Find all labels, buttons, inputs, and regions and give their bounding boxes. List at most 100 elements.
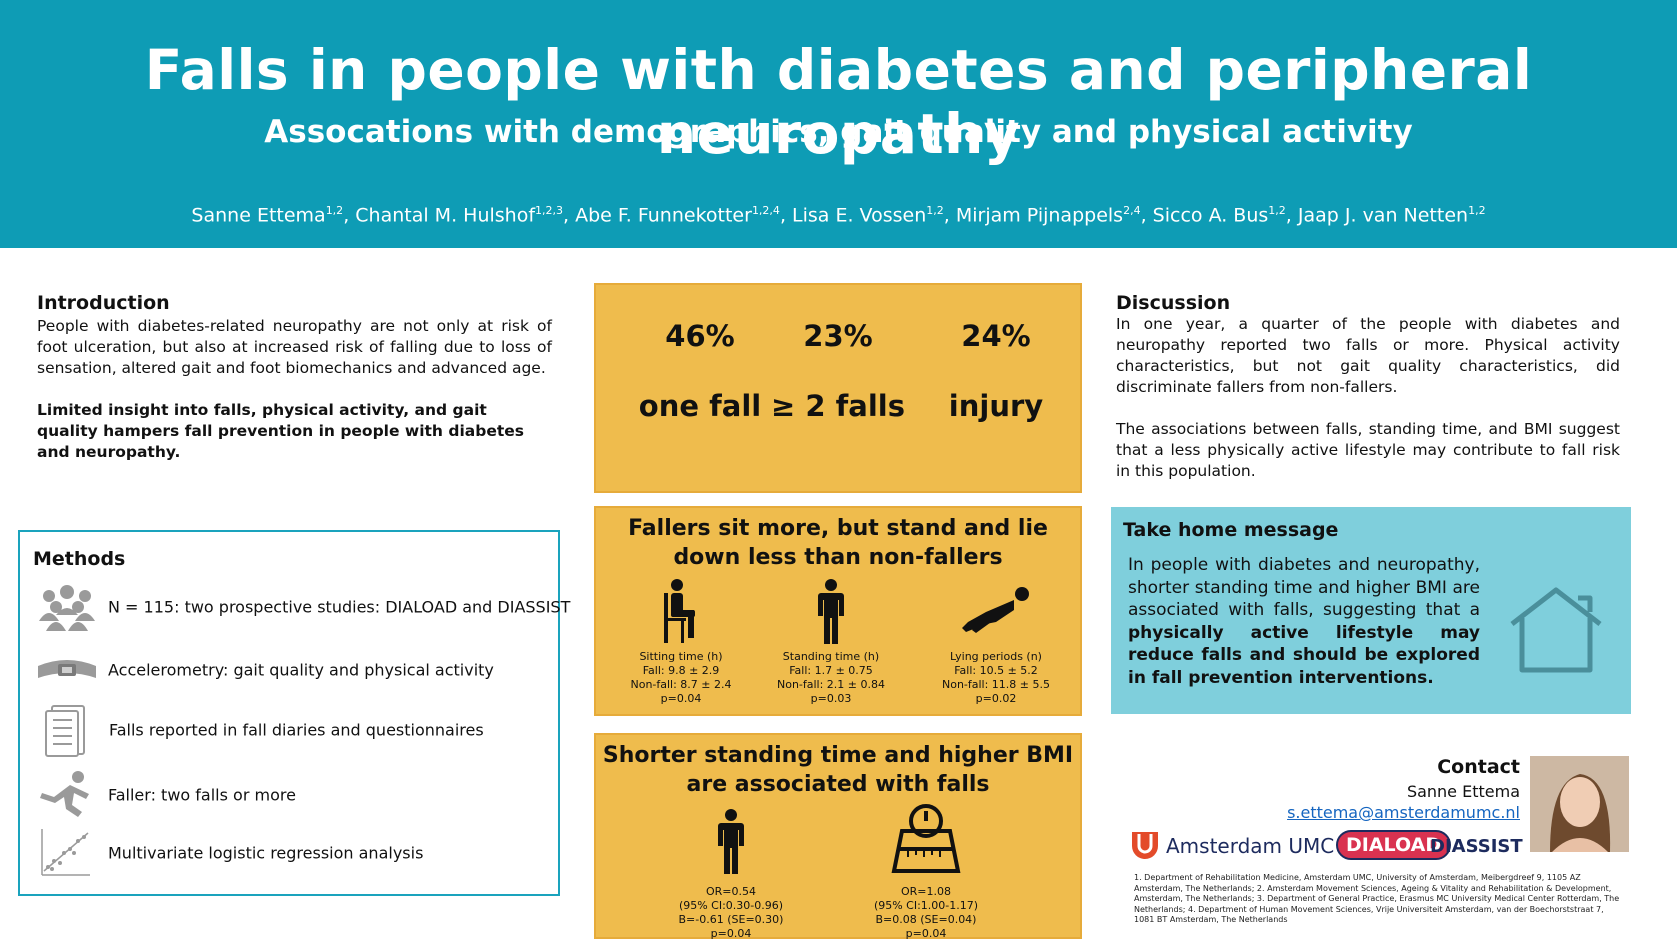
amsterdam-umc-logo-text: Amsterdam UMC [1166,834,1335,858]
take-home-text: In people with diabetes and neuropathy, … [1128,554,1480,689]
author-name: Abe F. Funnekotter [575,204,752,227]
activity-figure-lying: Lying periods (n) Fall: 10.5 ± 5.2 Non-f… [926,578,1066,706]
poster-title: Falls in people with diabetes and periph… [144,38,1533,166]
methods-item: N = 115: two prospective studies: DIALOA… [20,579,570,635]
author-affiliation: 1,2,3 [535,204,564,217]
affiliations-footnote: 1. Department of Rehabilitation Medicine… [1134,873,1620,924]
author-affiliation: 1,2 [926,204,944,217]
methods-item-text: N = 115: two prospective studies: DIALOA… [108,597,571,617]
methods-item-text: Faller: two falls or more [108,785,296,805]
figure-label-line: Lying periods (n) [950,650,1042,663]
figure-label-line: p=0.03 [810,692,852,705]
methods-item: Falls reported in fall diaries and quest… [20,702,560,758]
figure-label-line: OR=0.54 [705,885,756,898]
figure-label-line: Fall: 1.7 ± 0.75 [789,664,873,677]
methods-section: Methods N = 115: two prospective studies… [18,530,570,896]
stat-label: injury [948,389,1044,423]
diaload-logo: DIALOAD [1336,830,1452,860]
methods-item: Faller: two falls or more [20,767,560,823]
take-home-plain: In people with diabetes and neuropathy, … [1128,555,1480,620]
discussion-section: Discussion In one year, a quarter of the… [1116,292,1620,482]
house-icon [1510,587,1602,673]
logo-strip: Amsterdam UMC DIALOAD DIASSIST [1130,826,1523,866]
figure-label-line: Standing time (h) [782,650,880,663]
scatter-plot-icon [41,829,90,876]
stat-two-falls: 23% ≥ 2 falls [758,319,918,423]
poster-subtitle: Assocations with demographics, gait qual… [264,114,1413,150]
figure-label-line: Sitting time (h) [639,650,723,663]
stat-label: one fall [638,389,762,423]
introduction-title: Introduction [37,292,170,314]
introduction-section: Introduction People with diabetes-relate… [37,292,552,463]
diassist-logo: DIASSIST [1430,836,1523,857]
author-list: Sanne Ettema1,2, Chantal M. Hulshof1,2,3… [191,204,1486,227]
figure-label-line: Non-fall: 2.1 ± 0.84 [776,678,886,691]
discussion-paragraph: The associations between falls, standing… [1116,420,1620,480]
figure-label-line: p=0.04 [660,692,702,705]
figure-label-line: (95% CI:1.00-1.17) [873,899,979,912]
author-affiliation: 1,2 [1268,204,1286,217]
figure-label-line: p=0.02 [975,692,1017,705]
methods-item-text: Falls reported in fall diaries and quest… [109,720,484,740]
contact-email-link[interactable]: s.ettema@amsterdamumc.nl [1287,803,1520,822]
figure-label-line: (95% CI:0.30-0.96) [678,899,784,912]
author-affiliation: 1,2 [325,204,344,217]
introduction-text: People with diabetes-related neuropathy … [37,317,552,377]
methods-item: Accelerometry: gait quality and physical… [20,642,560,698]
take-home-message-box: Take home message In people with diabete… [1111,507,1631,714]
author-name: Sicco A. Bus [1152,204,1269,227]
association-box-title: Shorter standing time and higher BMI are… [602,743,1074,797]
stat-percentage: 46% [665,319,735,353]
activity-box: Fallers sit more, but stand and lie down… [594,506,1082,716]
take-home-bold: physically active lifestyle may reduce f… [1128,622,1480,688]
author-affiliation: 2,4 [1123,204,1141,217]
poster-header: Falls in people with diabetes and periph… [0,0,1677,248]
methods-item: Multivariate logistic regression analysi… [20,825,560,881]
falling-person-icon [40,771,89,817]
discussion-title: Discussion [1116,292,1231,314]
standing-person-icon [718,809,744,874]
contact-name: Sanne Ettema [1406,782,1520,801]
questionnaire-icon [45,705,85,757]
contact-section: Contact Sanne Ettema s.ettema@amsterdamu… [1280,756,1520,822]
accelerometer-band-icon [38,660,96,678]
stat-injury: 24% injury [916,319,1076,423]
figure-label-line: Fall: 10.5 ± 5.2 [954,664,1038,677]
sitting-person-icon [664,579,695,643]
activity-figure-standing: Standing time (h) Fall: 1.7 ± 0.75 Non-f… [766,578,896,706]
activity-figure-sitting: Sitting time (h) Fall: 9.8 ± 2.9 Non-fal… [616,578,746,706]
methods-title: Methods [33,548,126,570]
author-name: Sanne Ettema [191,204,326,227]
author-name: Jaap J. van Netten [1297,204,1469,227]
author-name: Mirjam Pijnappels [955,204,1124,227]
stat-one-fall: 46% one fall [620,319,780,423]
association-figure-standing: OR=0.54 (95% CI:0.30-0.96) B=-0.61 (SE=0… [661,803,801,941]
amsterdam-umc-logo-icon [1132,832,1158,859]
weight-scale-icon [891,804,961,873]
methods-item-text: Accelerometry: gait quality and physical… [108,660,494,680]
activity-box-title: Fallers sit more, but stand and lie down… [628,516,1048,570]
figure-label-line: p=0.04 [905,927,947,940]
author-photo [1530,756,1629,852]
contact-title: Contact [1437,756,1520,778]
author-name: Chantal M. Hulshof [355,204,536,227]
stat-label: ≥ 2 falls [771,389,905,423]
figure-label-line: Fall: 9.8 ± 2.9 [642,664,720,677]
association-figure-bmi: OR=1.08 (95% CI:1.00-1.17) B=0.08 (SE=0.… [851,801,1001,941]
fall-statistics-box: 46% one fall 23% ≥ 2 falls 24% injury [594,283,1082,493]
discussion-paragraph: In one year, a quarter of the people wit… [1116,315,1620,396]
take-home-title: Take home message [1123,519,1339,541]
figure-label-line: B=0.08 (SE=0.04) [875,913,977,926]
stat-percentage: 23% [803,319,873,353]
lying-person-icon [962,587,1029,633]
methods-item-text: Multivariate logistic regression analysi… [108,843,424,863]
figure-label-line: Non-fall: 11.8 ± 5.5 [941,678,1051,691]
figure-label-line: p=0.04 [710,927,752,940]
introduction-bold-text: Limited insight into falls, physical act… [37,401,524,461]
standing-person-icon [818,579,844,644]
stat-percentage: 24% [961,319,1031,353]
association-box: Shorter standing time and higher BMI are… [594,733,1082,941]
figure-label-line: OR=1.08 [900,885,951,898]
figure-label-line: B=-0.61 (SE=0.30) [678,913,784,926]
figure-label-line: Non-fall: 8.7 ± 2.4 [630,678,732,691]
